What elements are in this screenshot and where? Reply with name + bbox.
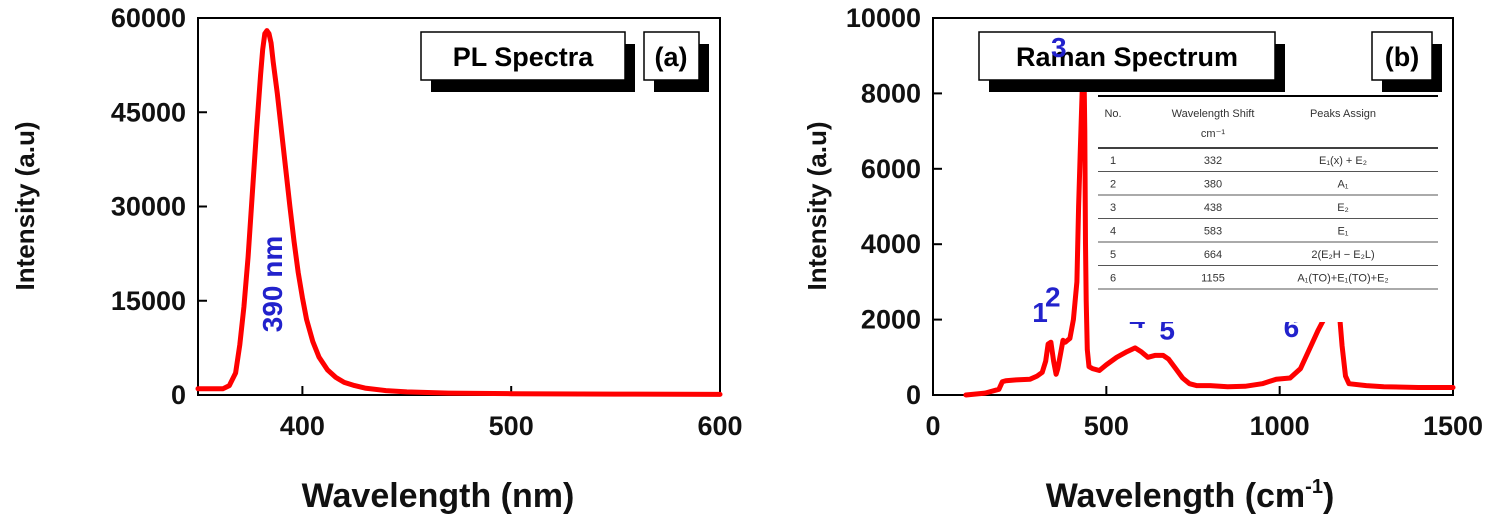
panel-a-y-tick-label: 45000: [111, 97, 186, 127]
peak-label-5: 5: [1159, 314, 1175, 345]
panel-b-x-tick-label: 1000: [1250, 411, 1310, 441]
table-cell: 4: [1110, 226, 1116, 238]
table-header-cell: Wavelength Shift: [1172, 108, 1255, 120]
panel-a-x-tick-label: 400: [280, 411, 325, 441]
panel-b-y-ticks: 0 2000 4000 6000 8000 10000: [846, 3, 942, 410]
table-cell: 1: [1110, 155, 1116, 167]
panel-b-y-tick-label: 2000: [861, 305, 921, 335]
table-cell: E₁: [1337, 226, 1348, 238]
panel-a-tag-box: [643, 31, 700, 81]
panel-a-y-tick-label: 0: [171, 380, 186, 410]
panel-a-ylabel: Intensity (a.u): [10, 121, 40, 290]
table-cell: A₁: [1337, 179, 1348, 191]
panel-a-peak-annotation: 390 nm: [257, 236, 288, 333]
panel-a-tag: (a): [655, 42, 688, 72]
peak-label-2: 2: [1045, 281, 1061, 312]
table-cell: 1155: [1201, 273, 1225, 285]
panel-a-x-tick-label: 500: [489, 411, 534, 441]
table-cell: 438: [1204, 202, 1222, 214]
table-cell: 5: [1110, 249, 1116, 261]
peak-label-3: 3: [1051, 32, 1067, 63]
table-cell: E₁(x) + E₂: [1319, 155, 1367, 167]
table-cell: 2: [1110, 179, 1116, 191]
panel-b-title: Raman Spectrum: [1016, 42, 1238, 72]
panel-b-ylabel: Intensity (a.u): [802, 121, 832, 290]
table-header-cell: Peaks Assign: [1310, 108, 1376, 120]
panel-b-y-tick-label: 10000: [846, 3, 921, 33]
panel-a-x-ticks: 400 500 600: [280, 386, 743, 441]
panel-b-tag: (b): [1385, 42, 1419, 72]
panel-a-y-ticks: 0 15000 30000 45000 60000: [111, 3, 207, 410]
table-background: [1098, 96, 1438, 322]
peak-label-1: 1: [1032, 297, 1048, 328]
table-cell: 6: [1110, 273, 1116, 285]
panel-b-y-tick-label: 0: [906, 380, 921, 410]
panel-a-x-tick-label: 600: [697, 411, 742, 441]
panel-b-y-tick-label: 4000: [861, 229, 921, 259]
panel-b-y-tick-label: 8000: [861, 78, 921, 108]
panel-b-xlabel: Wavelength (cm-1): [1046, 476, 1335, 515]
table-header-cell: No.: [1104, 108, 1121, 120]
panel-b-x-tick-label: 500: [1084, 411, 1129, 441]
panel-b-title-box: [978, 31, 1276, 81]
panel-b-x-ticks: 0 500 1000 1500: [925, 386, 1483, 441]
panel-b-x-tick-label: 1500: [1423, 411, 1483, 441]
panel-b-assignment-table: No. Wavelength Shift Peaks Assign cm⁻¹ 1 332 E…: [1098, 95, 1438, 322]
table-cell: A₁(TO)+E₁(TO)+E₂: [1297, 273, 1388, 285]
panel-a-y-tick-label: 15000: [111, 286, 186, 316]
panel-a-y-tick-label: 60000: [111, 3, 186, 33]
table-cell: 332: [1204, 155, 1222, 167]
table-header-unit: cm⁻¹: [1201, 128, 1225, 140]
panel-b-y-tick-label: 6000: [861, 154, 921, 184]
table-cell: 664: [1204, 249, 1222, 261]
panel-a-title-box: [420, 31, 626, 81]
panel-a-xlabel: Wavelength (nm): [302, 477, 575, 515]
table-cell: E₂: [1337, 202, 1349, 214]
panel-a-y-tick-label: 30000: [111, 192, 186, 222]
panel-b: 0 2000 4000 6000 8000 10000 0 500 1000 1500 Inte…: [802, 3, 1483, 515]
table-cell: 2(E₂H − E₂L): [1311, 249, 1374, 261]
panel-a-title: PL Spectra: [453, 42, 595, 72]
panel-b-frame: [932, 17, 1454, 396]
panel-b-tag-box: [1371, 31, 1433, 81]
panel-a: 0 15000 30000 45000 60000 400 500 600 Intensit…: [10, 3, 743, 515]
table-cell: 380: [1204, 179, 1222, 191]
table-cell: 583: [1204, 226, 1222, 238]
panel-a-pl-line: [195, 28, 723, 397]
panel-b-x-tick-label: 0: [925, 411, 940, 441]
table-cell: 3: [1110, 202, 1116, 214]
